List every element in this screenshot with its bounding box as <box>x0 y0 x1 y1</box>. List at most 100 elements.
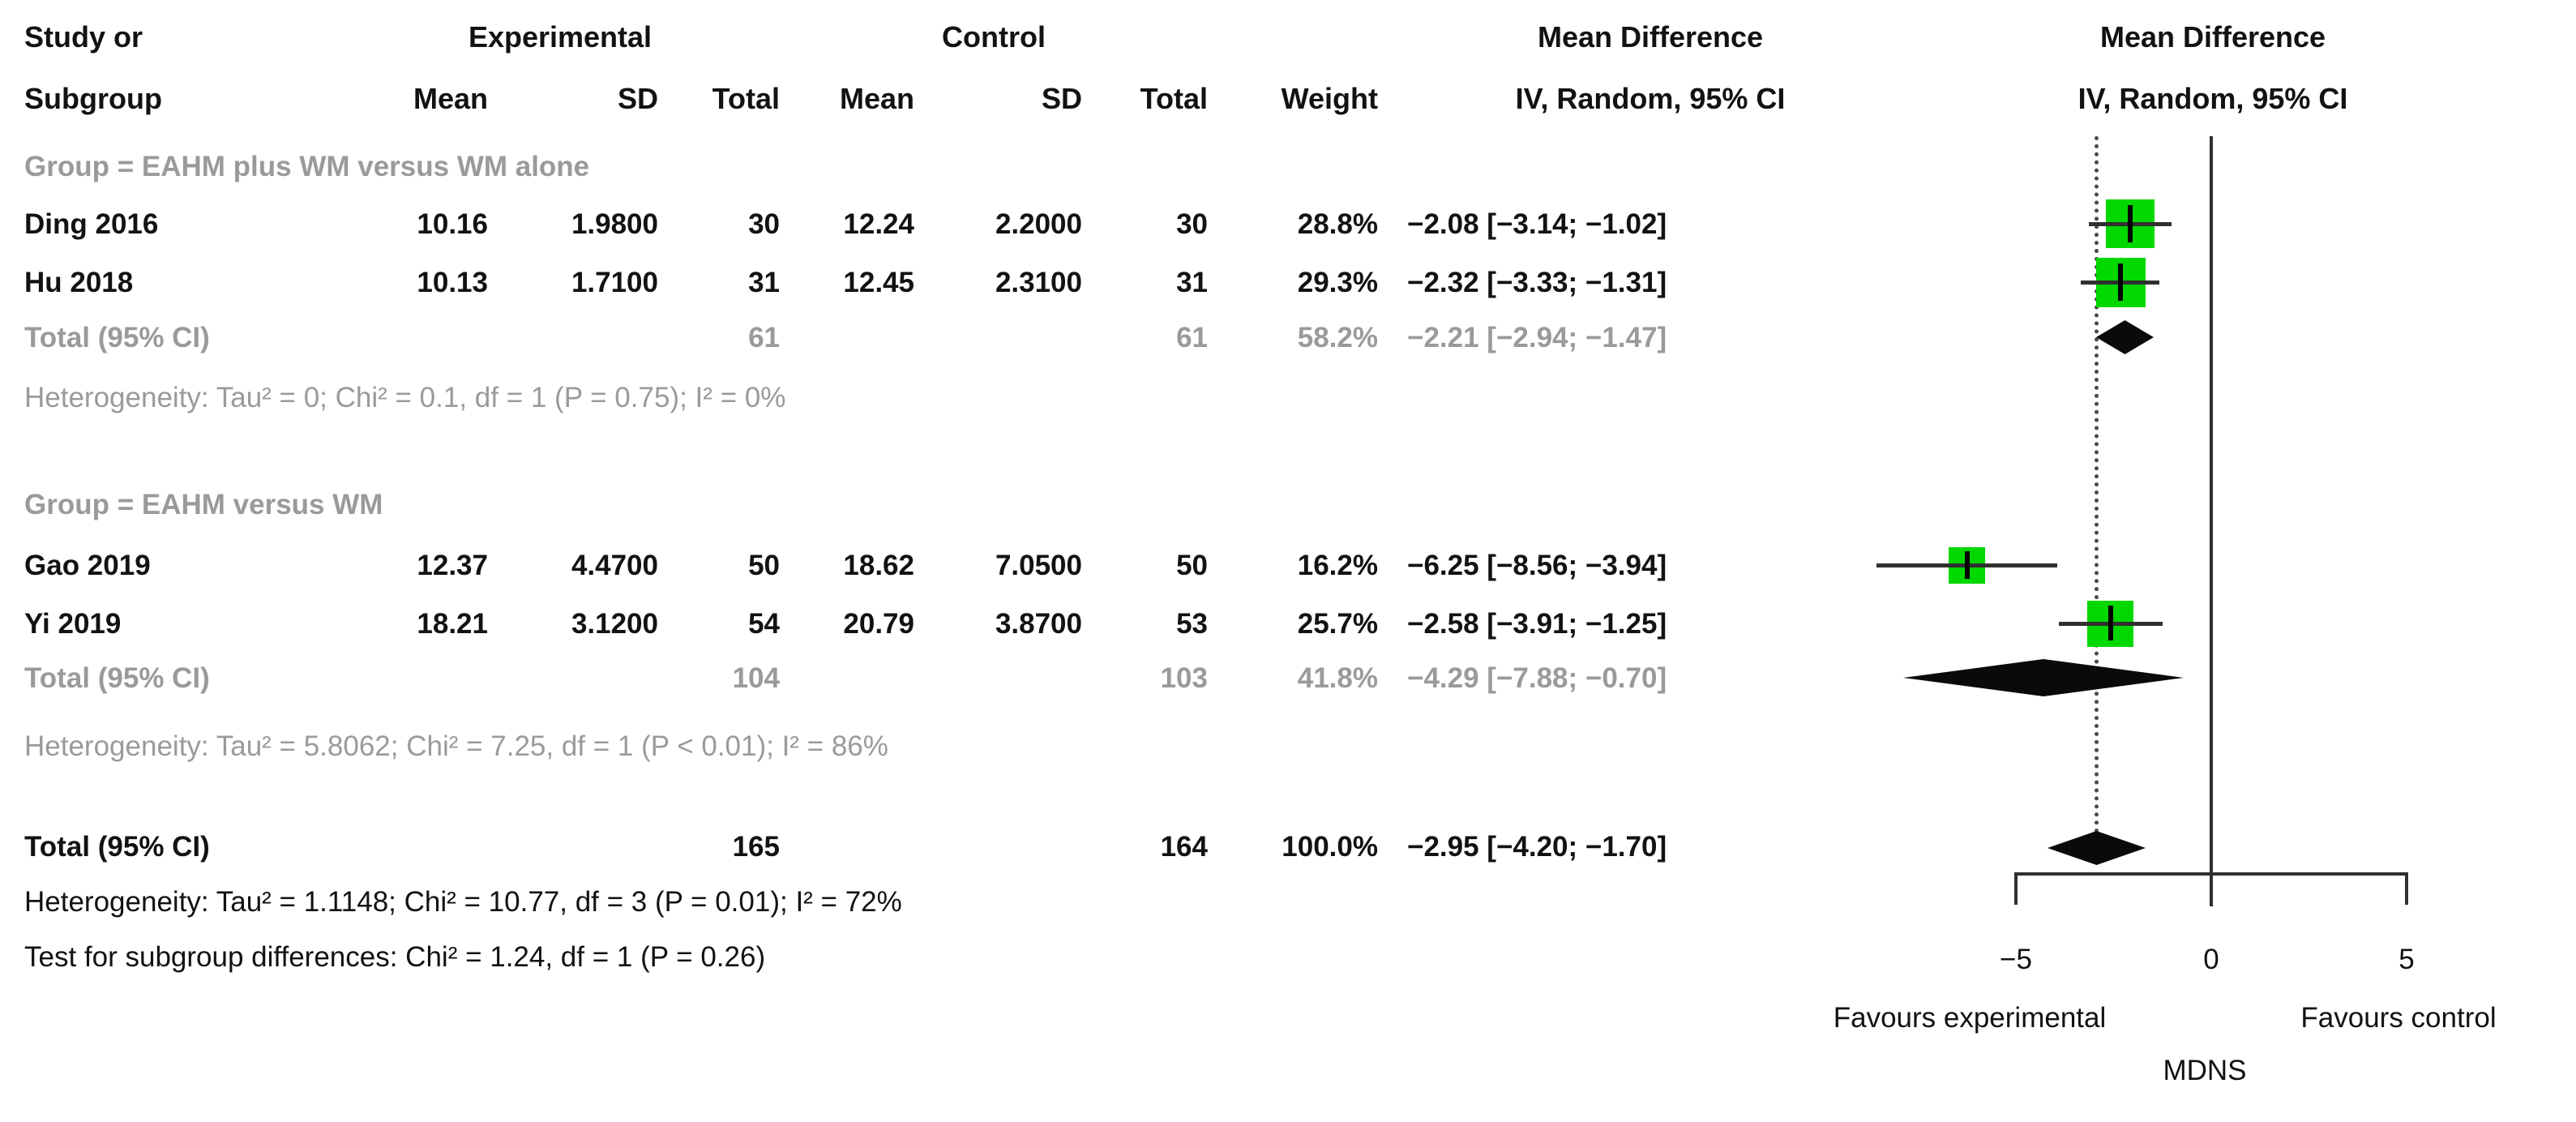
sd-exp-value: 1.7100 <box>571 267 658 298</box>
table-row: Yi 2019 18.21 3.1200 54 20.79 3.8700 53 … <box>0 603 2576 645</box>
tick-label-minus5: −5 <box>2000 944 2032 975</box>
heterogeneity-text: Heterogeneity: Tau² = 0; Chi² = 0.1, df … <box>24 382 786 413</box>
table-row: Hu 2018 10.13 1.7100 31 12.45 2.3100 31 … <box>0 262 2576 304</box>
sd-ctrl-value: 7.0500 <box>995 550 1082 581</box>
study-label: Yi 2019 <box>24 608 122 640</box>
overall-weight: 100.0% <box>1282 831 1378 863</box>
mean-ctrl-value: 20.79 <box>843 608 914 640</box>
overall-effect-dotted-line <box>2095 136 2099 833</box>
subtotal-label: Total (95% CI) <box>24 322 210 353</box>
total-ctrl-value: 53 <box>1176 608 1208 640</box>
header-study-line1: Study or <box>24 20 143 54</box>
subtotal-label: Total (95% CI) <box>24 662 210 694</box>
overall-heterogeneity-row: Heterogeneity: Tau² = 1.1148; Chi² = 10.… <box>0 881 2576 923</box>
favours-control-label: Favours control <box>2300 1002 2497 1034</box>
subtotal-weight: 58.2% <box>1297 322 1378 353</box>
favours-labels-row: Favours experimental Favours control <box>0 997 2576 1039</box>
mean-exp-value: 10.16 <box>417 208 488 240</box>
weight-value: 28.8% <box>1297 208 1378 240</box>
mean-ctrl-value: 18.62 <box>843 550 914 581</box>
overall-total-row: Total (95% CI) 165 164 100.0% −2.95 [−4.… <box>0 826 2576 868</box>
overall-total-exp: 165 <box>732 831 780 863</box>
header-mean-ctrl: Mean <box>839 82 914 115</box>
subgroup-2-label: Group = EAHM versus WM <box>24 489 383 520</box>
weight-value: 16.2% <box>1297 550 1378 581</box>
tick-label-plus5: 5 <box>2398 944 2415 975</box>
subgroup-label-row: Group = EAHM plus WM versus WM alone <box>0 146 2576 188</box>
subgroup-1-label: Group = EAHM plus WM versus WM alone <box>24 151 590 182</box>
header-sd-exp: SD <box>617 82 658 115</box>
mean-exp-value: 18.21 <box>417 608 488 640</box>
heterogeneity-row: Heterogeneity: Tau² = 0; Chi² = 0.1, df … <box>0 377 2576 419</box>
x-axis-tick <box>2210 872 2213 905</box>
subgroup-test-row: Test for subgroup differences: Chi² = 1.… <box>0 936 2576 979</box>
overall-total-ctrl: 164 <box>1160 831 1208 863</box>
weight-value: 29.3% <box>1297 267 1378 298</box>
subtotal-row: Total (95% CI) 104 103 41.8% −4.29 [−7.8… <box>0 657 2576 700</box>
total-ctrl-value: 31 <box>1176 267 1208 298</box>
total-exp-value: 54 <box>748 608 780 640</box>
md-ci-value: −2.58 [−3.91; −1.25] <box>1407 608 1667 640</box>
header-mean-exp: Mean <box>413 82 488 115</box>
study-estimate-tick <box>2108 606 2113 640</box>
heterogeneity-row: Heterogeneity: Tau² = 5.8062; Chi² = 7.2… <box>0 726 2576 768</box>
x-axis-title: MDNS <box>2163 1055 2247 1086</box>
subtotal-md-ci: −4.29 [−7.88; −0.70] <box>1407 662 1667 694</box>
header-mean-difference: Mean Difference <box>1537 20 1764 54</box>
table-row: Ding 2016 10.16 1.9800 30 12.24 2.2000 3… <box>0 203 2576 246</box>
mean-ctrl-value: 12.45 <box>843 267 914 298</box>
subtotal-total-ctrl: 103 <box>1160 662 1208 694</box>
subgroup-test-text: Test for subgroup differences: Chi² = 1.… <box>24 941 766 973</box>
overall-md-ci: −2.95 [−4.20; −1.70] <box>1407 831 1667 863</box>
total-exp-value: 30 <box>748 208 780 240</box>
header-study-line2: Subgroup <box>24 82 162 115</box>
total-exp-value: 50 <box>748 550 780 581</box>
sd-exp-value: 3.1200 <box>571 608 658 640</box>
overall-label: Total (95% CI) <box>24 831 210 863</box>
heterogeneity-text: Heterogeneity: Tau² = 5.8062; Chi² = 7.2… <box>24 730 888 762</box>
sd-exp-value: 1.9800 <box>571 208 658 240</box>
x-axis-tick <box>2014 872 2018 905</box>
table-header-row-2: Subgroup Mean SD Total Mean SD Total Wei… <box>0 78 2576 120</box>
md-ci-value: −2.08 [−3.14; −1.02] <box>1407 208 1667 240</box>
md-ci-value: −6.25 [−8.56; −3.94] <box>1407 550 1667 581</box>
mean-exp-value: 10.13 <box>417 267 488 298</box>
header-control: Control <box>942 20 1046 54</box>
subtotal-row: Total (95% CI) 61 61 58.2% −2.21 [−2.94;… <box>0 317 2576 359</box>
header-experimental: Experimental <box>468 20 653 54</box>
md-ci-value: −2.32 [−3.33; −1.31] <box>1407 267 1667 298</box>
header-weight: Weight <box>1281 82 1378 115</box>
sd-ctrl-value: 2.2000 <box>995 208 1082 240</box>
x-axis-tick-labels: −5 0 5 <box>0 939 2576 981</box>
study-label: Gao 2019 <box>24 550 151 581</box>
x-axis-title-row: MDNS <box>0 1050 2576 1092</box>
subtotal-weight: 41.8% <box>1297 662 1378 694</box>
subtotal-total-exp: 104 <box>732 662 780 694</box>
header-plot-iv-random-ci: IV, Random, 95% CI <box>2077 82 2348 115</box>
subgroup-label-row: Group = EAHM versus WM <box>0 484 2576 526</box>
total-exp-value: 31 <box>748 267 780 298</box>
tick-label-zero: 0 <box>2203 944 2219 975</box>
sd-ctrl-value: 3.8700 <box>995 608 1082 640</box>
total-ctrl-value: 30 <box>1176 208 1208 240</box>
study-estimate-tick <box>1965 551 1970 579</box>
weight-value: 25.7% <box>1297 608 1378 640</box>
study-estimate-tick <box>2128 205 2133 242</box>
subtotal-total-exp: 61 <box>748 322 780 353</box>
table-header-row-1: Study or Experimental Control Mean Diffe… <box>0 16 2576 58</box>
header-total-exp: Total <box>712 82 780 115</box>
zero-reference-line <box>2210 136 2213 906</box>
subtotal-md-ci: −2.21 [−2.94; −1.47] <box>1407 322 1667 353</box>
header-total-ctrl: Total <box>1140 82 1208 115</box>
mean-ctrl-value: 12.24 <box>843 208 914 240</box>
header-iv-random-ci: IV, Random, 95% CI <box>1515 82 1786 115</box>
study-label: Hu 2018 <box>24 267 134 298</box>
subtotal-total-ctrl: 61 <box>1176 322 1208 353</box>
overall-heterogeneity-text: Heterogeneity: Tau² = 1.1148; Chi² = 10.… <box>24 886 902 918</box>
mean-exp-value: 12.37 <box>417 550 488 581</box>
x-axis-tick <box>2405 872 2408 905</box>
sd-ctrl-value: 2.3100 <box>995 267 1082 298</box>
table-row: Gao 2019 12.37 4.4700 50 18.62 7.0500 50… <box>0 545 2576 587</box>
